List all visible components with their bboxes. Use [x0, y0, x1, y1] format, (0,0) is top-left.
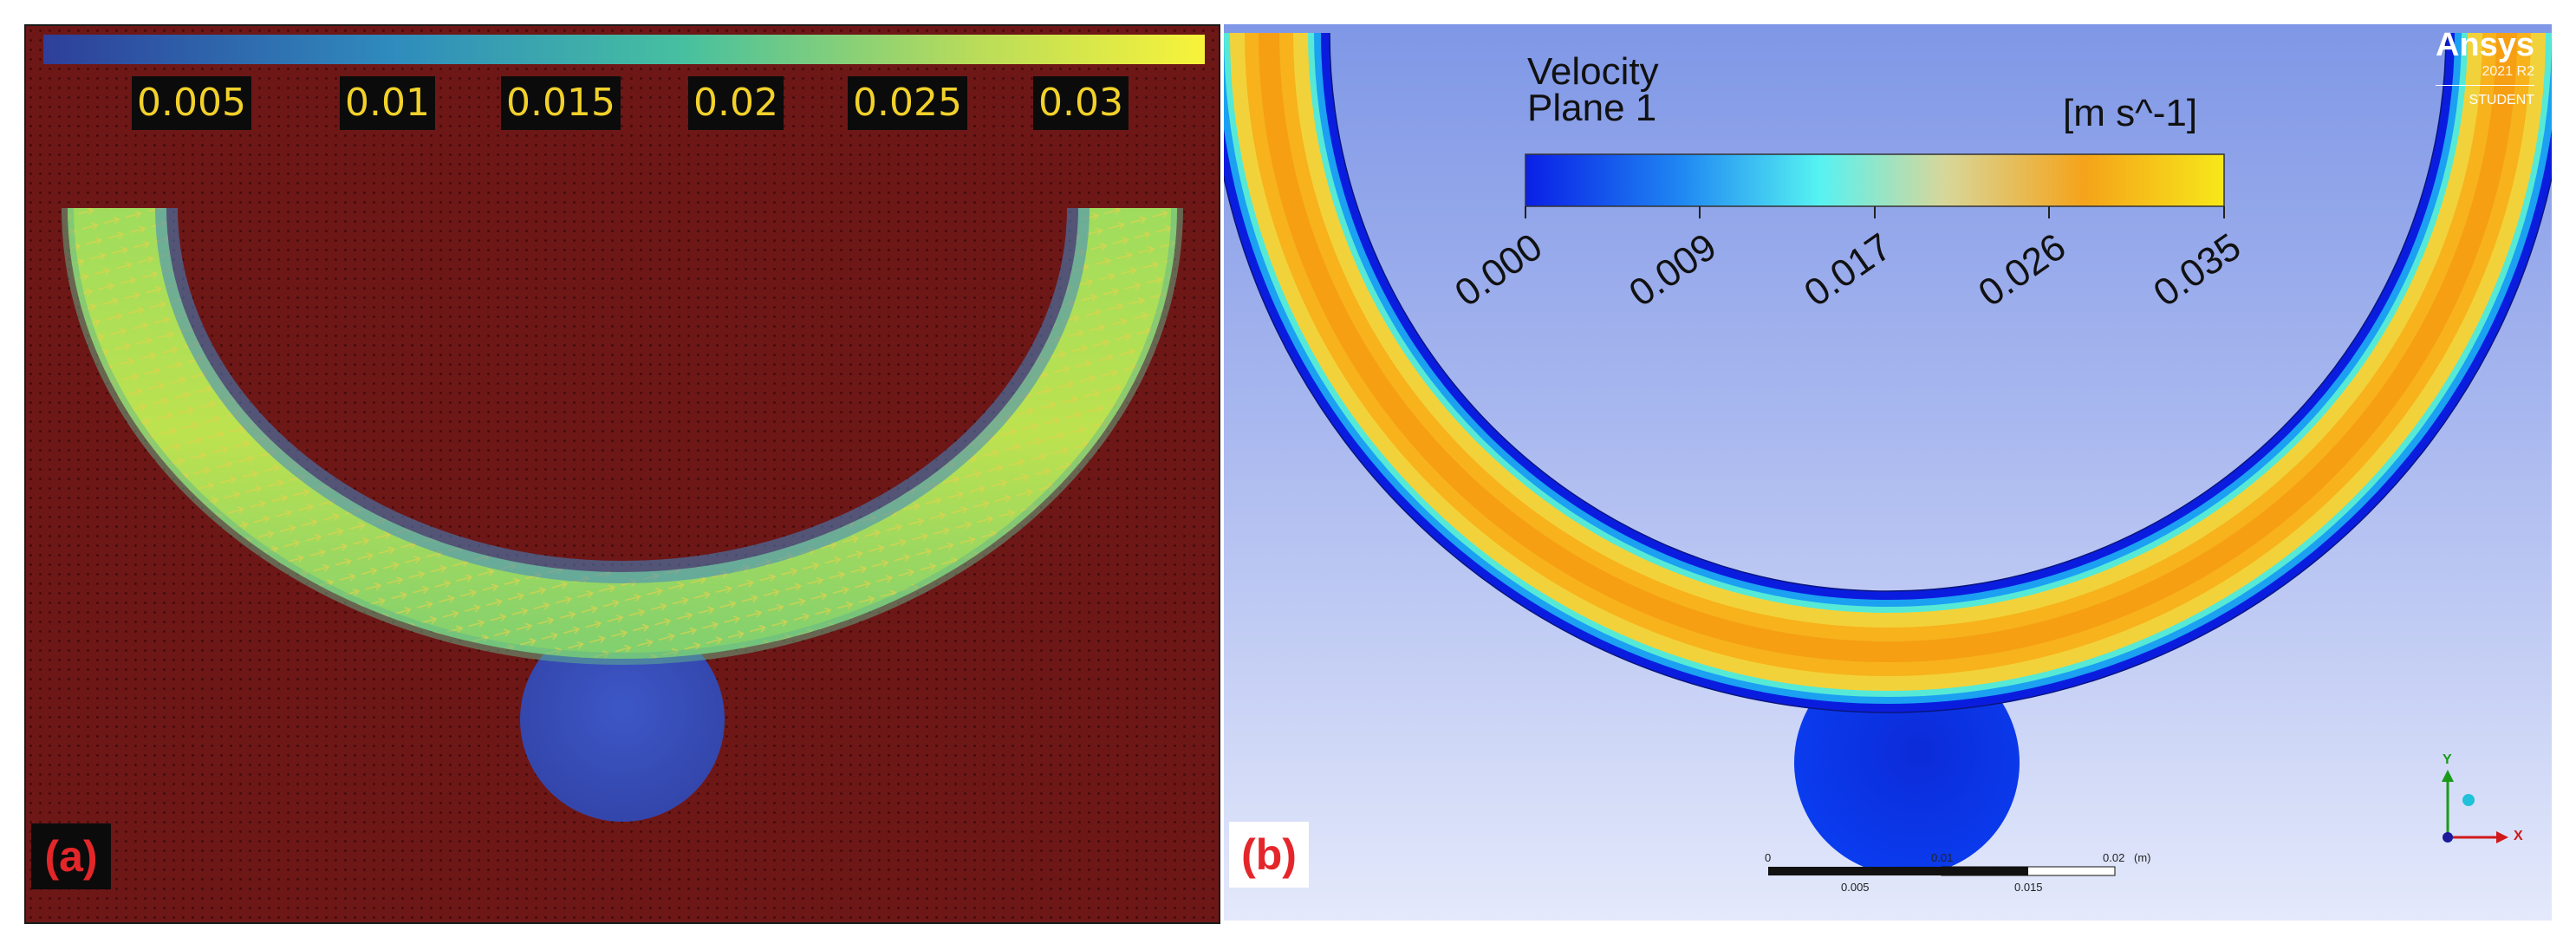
scale-label-002: 0.02	[2103, 851, 2125, 864]
panel-a-graphics	[43, 35, 1205, 822]
colorbar-a-tick-5: 0.025	[848, 76, 967, 130]
colorbar-a-tick-6: 0.03	[1033, 76, 1129, 130]
panel-b-contour-plot: Velocity Plane 1 [m s^-1] 0.000 0.009 0.…	[1224, 24, 2552, 921]
curved-channel-b	[1224, 32, 2552, 712]
scale-label-001: 0.01	[1931, 851, 1954, 864]
colorbar-a-tick-3: 0.015	[501, 76, 621, 130]
scale-label-unit: (m)	[2134, 851, 2151, 864]
colorbar-a-tick-1: 0.005	[132, 76, 251, 130]
panel-a-label: (a)	[31, 823, 111, 889]
axis-triad	[2442, 770, 2508, 843]
panel-b-graphics	[1224, 32, 2552, 876]
colorbar-a	[43, 35, 1205, 64]
legend-title: Velocity	[1527, 50, 1659, 93]
panel-b-label: (b)	[1229, 822, 1309, 888]
scale-label-0005: 0.005	[1841, 881, 1870, 894]
colorbar-a-tick-4: 0.02	[688, 76, 784, 130]
ansys-version: 2021 R2	[2482, 64, 2535, 79]
colorbar-b	[1525, 153, 2225, 207]
legend-unit: [m s^-1]	[2063, 92, 2198, 134]
axis-label-y: Y	[2443, 752, 2452, 767]
scale-label-0015: 0.015	[2014, 881, 2043, 894]
legend-subtitle: Plane 1	[1527, 87, 1657, 129]
ansys-logo: Ansys	[2435, 27, 2534, 63]
panel-a-vector-plot: 0.005 0.01 0.015 0.02 0.025 0.03 (a)	[24, 24, 1220, 924]
ansys-edition: STUDENT	[2435, 85, 2534, 110]
axis-label-x: X	[2514, 829, 2523, 843]
colorbar-a-tick-2: 0.01	[340, 76, 435, 130]
colorbar-b-ticks	[1525, 206, 2225, 218]
ansys-watermark: Ansys 2021 R2 STUDENT	[2435, 27, 2535, 110]
circular-cavity-a	[520, 617, 725, 822]
scale-label-0: 0	[1765, 851, 1772, 864]
scale-bar	[1768, 866, 2116, 876]
